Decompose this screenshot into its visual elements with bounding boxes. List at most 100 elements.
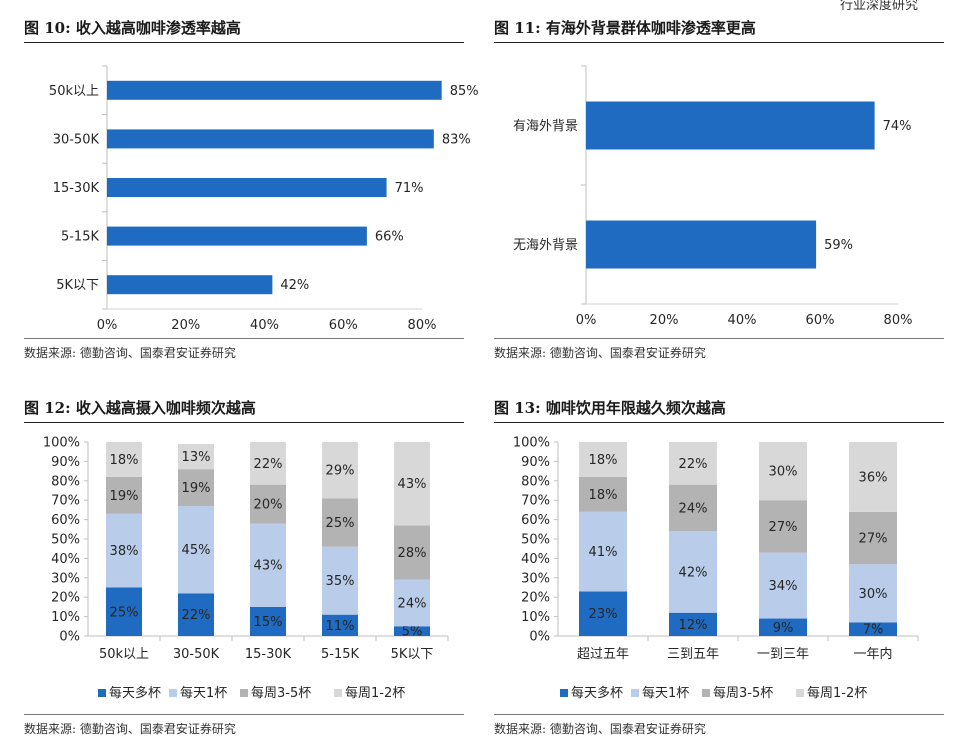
stacked-segment — [394, 442, 430, 526]
segment-value-label: 18% — [589, 488, 618, 503]
stacked-segment — [322, 614, 358, 636]
legend-swatch — [240, 689, 248, 697]
stacked-segment — [250, 606, 286, 636]
x-tick-label: 40% — [250, 318, 279, 333]
y-tick-label: 0% — [59, 630, 80, 645]
y-tick-label: 60% — [51, 513, 80, 528]
figure-11-title: 图 11: 有海外背景群体咖啡渗透率更高 — [494, 14, 944, 43]
category-label: 一到三年 — [757, 647, 809, 662]
segment-value-label: 24% — [679, 501, 708, 516]
segment-value-label: 18% — [110, 453, 139, 468]
y-tick-label: 80% — [51, 474, 80, 489]
y-tick-label: 10% — [521, 610, 550, 625]
segment-value-label: 34% — [769, 579, 798, 594]
category-label: 5-15K — [61, 230, 100, 245]
category-label: 30-50K — [173, 647, 220, 662]
stacked-segment — [178, 443, 214, 470]
stacked-segment — [669, 484, 717, 532]
category-label: 30-50K — [53, 132, 100, 147]
category-label: 5-15K — [321, 647, 360, 662]
figure-11-source: 数据来源: 德勤咨询、国泰君安证券研究 — [494, 346, 706, 360]
segment-value-label: 29% — [326, 464, 355, 479]
y-tick-label: 100% — [513, 436, 550, 451]
x-tick-label: 80% — [884, 313, 913, 328]
y-tick-label: 40% — [521, 552, 550, 567]
segment-value-label: 42% — [679, 565, 708, 580]
x-tick-label: 20% — [171, 318, 200, 333]
segment-value-label: 30% — [769, 465, 798, 480]
segment-value-label: 28% — [398, 546, 427, 561]
stacked-segment — [849, 511, 897, 565]
stacked-segment — [849, 564, 897, 623]
segment-value-label: 27% — [859, 532, 888, 547]
stacked-segment — [322, 498, 358, 547]
stacked-segment — [579, 476, 627, 512]
segment-value-label: 25% — [110, 605, 139, 620]
category-label: 无海外背景 — [513, 238, 578, 253]
stacked-segment — [106, 513, 142, 588]
segment-value-label: 19% — [182, 481, 211, 496]
stacked-segment — [106, 476, 142, 514]
stacked-segment — [579, 442, 627, 477]
legend-label: 每周1-2杯 — [807, 685, 867, 701]
figure-11-bar-chart: 有海外背景 74% 无海外背景 59% 0% 20% 40% 60% 80% — [513, 65, 913, 328]
segment-value-label: 13% — [182, 450, 211, 465]
segment-value-label: 43% — [398, 477, 427, 492]
value-label: 59% — [824, 238, 853, 253]
stacked-segment — [250, 442, 286, 485]
y-tick-label: 60% — [521, 513, 550, 528]
legend-label: 每天1杯 — [642, 685, 689, 701]
y-tick-label: 50% — [521, 533, 550, 548]
figure-11-source-rule — [494, 338, 944, 339]
segment-value-label: 19% — [110, 489, 139, 504]
segment-value-label: 5% — [402, 625, 423, 640]
figure-10-title: 图 10: 收入越高咖啡渗透率越高 — [24, 14, 464, 43]
y-tick-label: 10% — [51, 610, 80, 625]
y-tick-label: 100% — [43, 436, 80, 451]
category-label: 15-30K — [53, 181, 100, 196]
y-tick-label: 70% — [521, 494, 550, 509]
y-tick-label: 90% — [521, 455, 550, 470]
x-tick-label: 80% — [408, 318, 437, 333]
figure-12-source: 数据来源: 德勤咨询、国泰君安证券研究 — [24, 722, 236, 736]
stacked-segment — [250, 484, 286, 524]
figure-13-stacked-chart: 0% 10% 20% 30% 40% 50% 60% 70% 80% 90% 100% 23% 41% 1… — [513, 436, 919, 701]
stacked-segment — [178, 593, 214, 636]
y-tick-label: 40% — [51, 552, 80, 567]
y-tick-label: 70% — [51, 494, 80, 509]
legend-label: 每天多杯 — [571, 685, 623, 701]
segment-value-label: 23% — [589, 607, 618, 622]
y-tick-label: 0% — [529, 630, 550, 645]
legend-swatch — [169, 689, 177, 697]
value-label: 74% — [883, 119, 912, 134]
value-label: 42% — [280, 278, 309, 293]
figure-12-stacked-chart: 0% 10% 20% 30% 40% 50% 60% 70% 80% 90% 100% 25% 38% 1… — [43, 436, 449, 701]
bar — [107, 178, 387, 197]
segment-value-label: 11% — [326, 619, 355, 634]
stacked-segment — [759, 500, 807, 553]
stacked-segment — [579, 511, 627, 592]
stacked-segment — [759, 618, 807, 636]
category-label: 50k以上 — [49, 84, 99, 99]
stacked-segment — [759, 552, 807, 619]
figure-13-title: 图 13: 咖啡饮用年限越久频次越高 — [494, 394, 944, 423]
report-section-tag: 行业深度研究 — [839, 0, 918, 13]
figure-10-source-rule — [24, 338, 464, 339]
segment-value-label: 22% — [679, 457, 708, 472]
bar — [107, 226, 367, 246]
stacked-segment — [178, 469, 214, 507]
bar — [586, 101, 875, 150]
figure-12-source-rule — [24, 714, 464, 715]
segment-value-label: 43% — [254, 559, 283, 574]
legend-label: 每周3-5杯 — [251, 685, 311, 701]
stacked-segment — [669, 531, 717, 613]
segment-value-label: 38% — [110, 544, 139, 559]
segment-value-label: 7% — [863, 623, 884, 638]
figure-13-source-rule — [494, 714, 944, 715]
x-tick-label: 40% — [728, 313, 757, 328]
segment-value-label: 35% — [326, 574, 355, 589]
segment-value-label: 18% — [589, 453, 618, 468]
figure-13-panel: 图 13: 咖啡饮用年限越久频次越高 数据来源: 德勤咨询、国泰君安证券研究 — [494, 394, 944, 748]
y-tick-label: 50% — [51, 533, 80, 548]
stacked-segment — [849, 622, 897, 636]
